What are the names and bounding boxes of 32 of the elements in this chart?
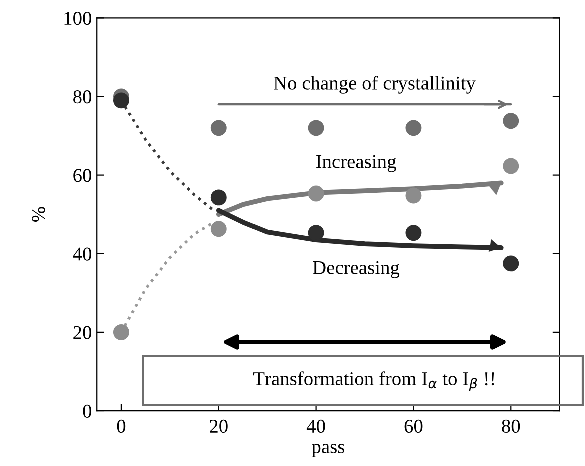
point xyxy=(503,113,520,130)
annotation: No change of crystallinity xyxy=(274,76,476,94)
line-series xyxy=(216,208,504,250)
x-tick-label: 80 xyxy=(502,420,520,434)
point xyxy=(308,120,324,136)
point xyxy=(406,225,422,242)
y-tick-label: 80 xyxy=(74,90,92,104)
annotation: Decreasing xyxy=(313,261,400,278)
y-axis-title: % xyxy=(32,207,46,222)
point xyxy=(113,324,130,340)
x-tick-label: 40 xyxy=(306,420,326,434)
point xyxy=(210,120,227,136)
x-tick-label: 20 xyxy=(210,420,228,434)
point xyxy=(210,190,227,206)
y-tick-label: 100 xyxy=(64,12,92,26)
line-series xyxy=(216,180,504,218)
x-tick-label: 0 xyxy=(117,420,126,434)
y-tick-label: 60 xyxy=(74,169,92,182)
annotation: Increasing xyxy=(316,155,396,172)
point xyxy=(503,256,520,272)
x-axis-title: pass xyxy=(312,444,345,458)
point xyxy=(503,158,520,174)
x-tick-label: 60 xyxy=(404,420,423,434)
y-tick-label: 20 xyxy=(74,326,92,340)
annotation: Transformation from I$_{α}$ to I$_{β}$ !! xyxy=(253,372,494,392)
point xyxy=(113,92,130,109)
y-tick-label: 40 xyxy=(73,248,92,261)
point xyxy=(210,221,227,238)
point xyxy=(406,188,422,204)
point xyxy=(308,186,324,202)
y-tick-label: 0 xyxy=(83,404,92,418)
point xyxy=(406,120,422,136)
